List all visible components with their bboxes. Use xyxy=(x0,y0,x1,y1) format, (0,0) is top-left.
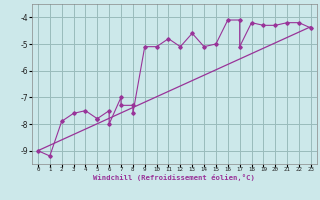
X-axis label: Windchill (Refroidissement éolien,°C): Windchill (Refroidissement éolien,°C) xyxy=(93,174,255,181)
